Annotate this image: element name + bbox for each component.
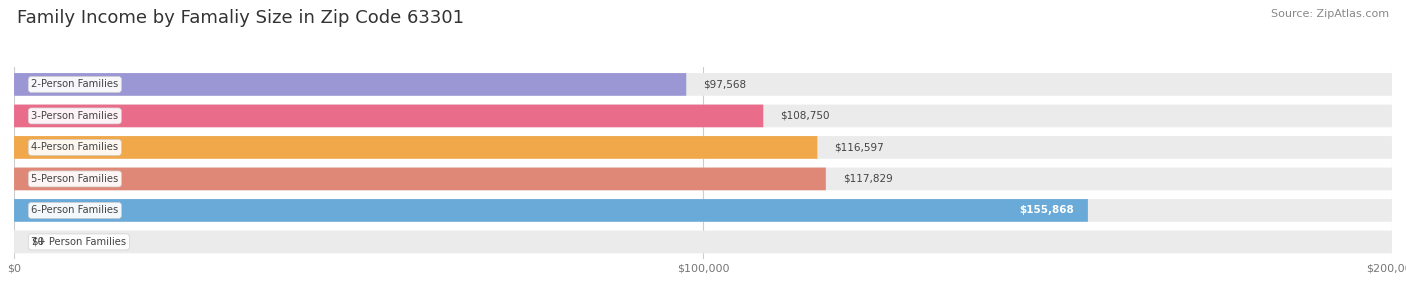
FancyBboxPatch shape — [14, 231, 1392, 253]
Text: 4-Person Families: 4-Person Families — [31, 142, 118, 152]
FancyBboxPatch shape — [14, 105, 763, 127]
Text: 5-Person Families: 5-Person Families — [31, 174, 118, 184]
Text: $0: $0 — [31, 237, 45, 247]
Text: 2-Person Families: 2-Person Families — [31, 79, 118, 89]
Text: $108,750: $108,750 — [780, 111, 830, 121]
Text: 7+ Person Families: 7+ Person Families — [31, 237, 127, 247]
Text: $97,568: $97,568 — [703, 79, 747, 89]
FancyBboxPatch shape — [14, 136, 817, 159]
FancyBboxPatch shape — [14, 136, 1392, 159]
Text: 3-Person Families: 3-Person Families — [31, 111, 118, 121]
Text: Family Income by Famaliy Size in Zip Code 63301: Family Income by Famaliy Size in Zip Cod… — [17, 9, 464, 27]
Text: 6-Person Families: 6-Person Families — [31, 206, 118, 215]
FancyBboxPatch shape — [14, 73, 686, 96]
FancyBboxPatch shape — [14, 199, 1088, 222]
FancyBboxPatch shape — [14, 73, 1392, 96]
Text: $155,868: $155,868 — [1019, 206, 1074, 215]
FancyBboxPatch shape — [14, 199, 1392, 222]
Text: Source: ZipAtlas.com: Source: ZipAtlas.com — [1271, 9, 1389, 19]
Text: $116,597: $116,597 — [835, 142, 884, 152]
FancyBboxPatch shape — [14, 167, 1392, 190]
FancyBboxPatch shape — [14, 167, 825, 190]
Text: $117,829: $117,829 — [844, 174, 893, 184]
FancyBboxPatch shape — [14, 105, 1392, 127]
